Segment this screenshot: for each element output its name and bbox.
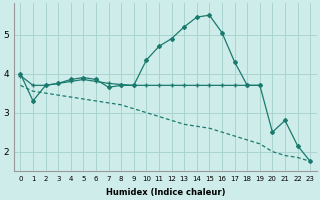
X-axis label: Humidex (Indice chaleur): Humidex (Indice chaleur): [106, 188, 225, 197]
